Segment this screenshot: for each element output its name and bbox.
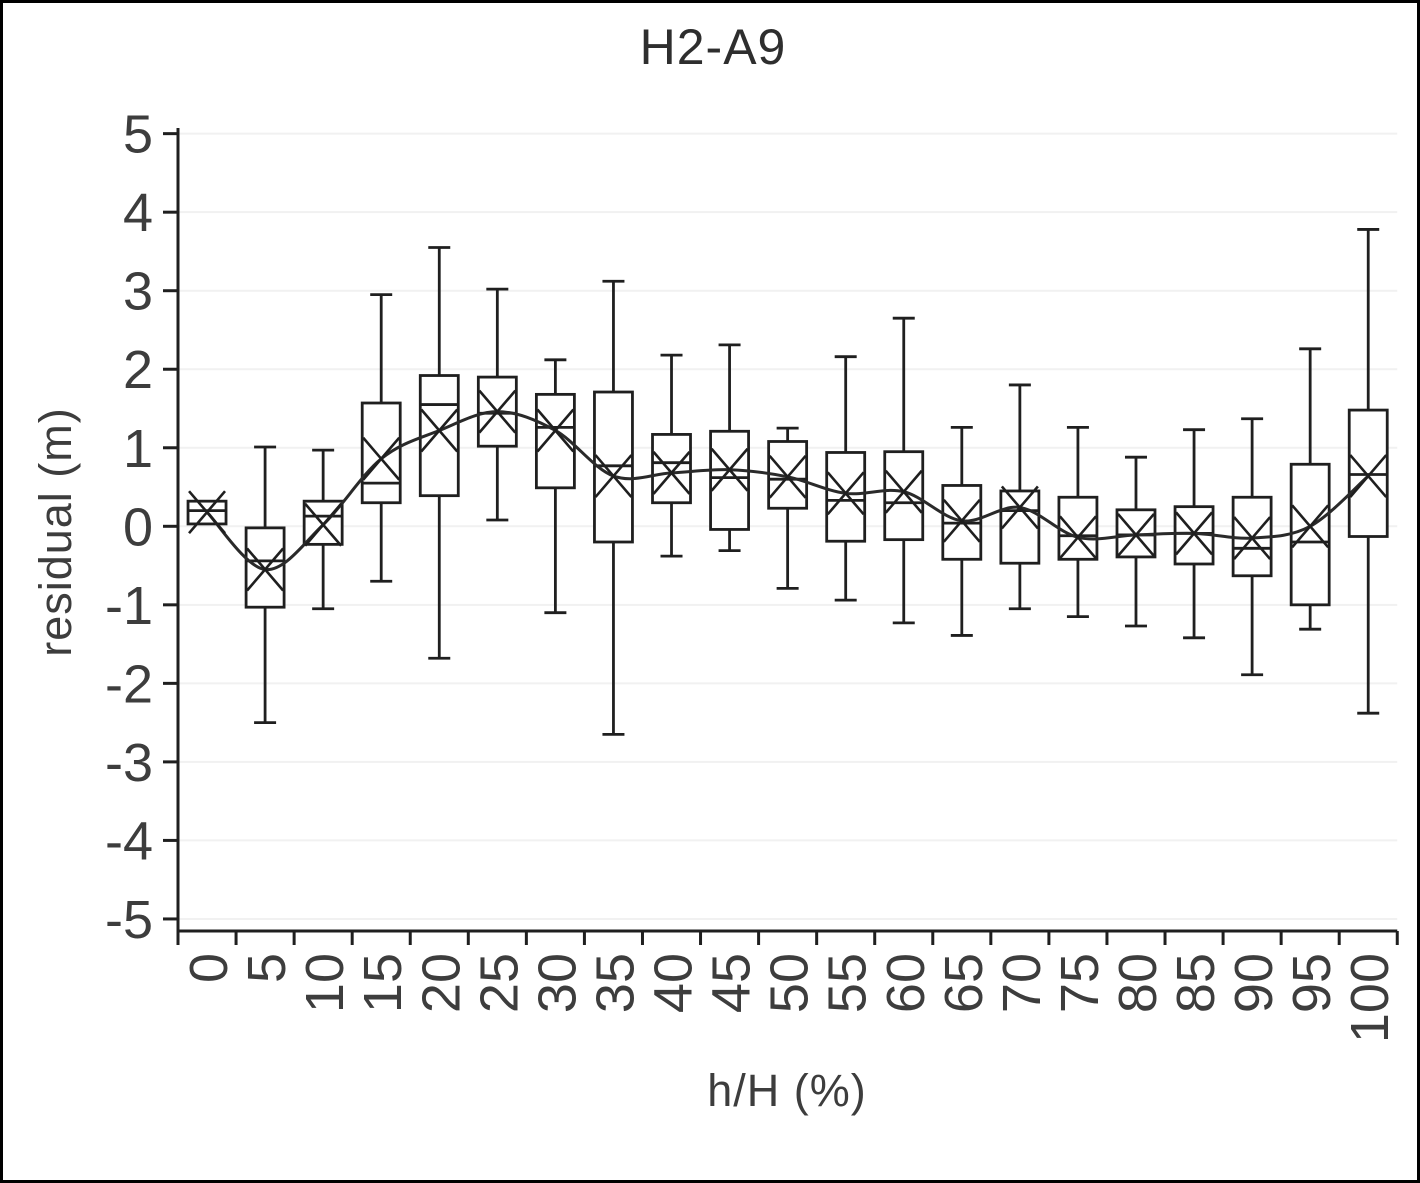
box-group-20 bbox=[418, 246, 460, 660]
x-tick-label: 80 bbox=[1108, 953, 1168, 1013]
x-tick-label: 20 bbox=[411, 953, 471, 1013]
x-tick-label: 45 bbox=[702, 953, 762, 1013]
mean-marker-15 bbox=[362, 436, 401, 481]
mean-marker-60 bbox=[884, 469, 923, 514]
box-group-70 bbox=[999, 383, 1041, 611]
x-tick-label: 85 bbox=[1166, 953, 1226, 1013]
y-tick-label: -3 bbox=[105, 733, 153, 793]
y-tick-label: 2 bbox=[123, 340, 153, 400]
box-group-15 bbox=[360, 293, 402, 583]
box-group-30 bbox=[534, 358, 576, 615]
mean-marker-45 bbox=[710, 447, 749, 492]
mean-marker-5 bbox=[246, 547, 285, 592]
mean-marker-70 bbox=[1000, 485, 1039, 530]
box bbox=[709, 429, 750, 531]
mean-marker-25 bbox=[478, 389, 517, 434]
axes bbox=[176, 128, 1398, 933]
mean-marker-30 bbox=[536, 408, 575, 453]
y-tick-label: -5 bbox=[105, 890, 153, 950]
box-group-40 bbox=[651, 353, 692, 558]
mean-marker-90 bbox=[1233, 516, 1272, 560]
y-tick-label: -4 bbox=[105, 811, 153, 871]
box-group-45 bbox=[709, 343, 750, 553]
x-tick-label: 95 bbox=[1282, 953, 1342, 1013]
x-tick-label: 15 bbox=[353, 953, 413, 1013]
box-group-5 bbox=[244, 445, 286, 725]
mean-marker-75 bbox=[1058, 515, 1097, 560]
x-tick-label: 60 bbox=[876, 953, 936, 1013]
x-tick-label: 70 bbox=[992, 953, 1052, 1013]
y-tick-label: 1 bbox=[123, 419, 153, 479]
mean-marker-50 bbox=[768, 454, 807, 499]
box-group-25 bbox=[476, 287, 518, 522]
box bbox=[825, 451, 867, 543]
mean-marker-85 bbox=[1175, 511, 1214, 556]
box-group-95 bbox=[1289, 347, 1331, 631]
x-tick-label: 5 bbox=[237, 953, 297, 983]
y-tick-label: -2 bbox=[105, 654, 153, 714]
x-tick-label: 25 bbox=[469, 953, 529, 1013]
chart-title: H2-A9 bbox=[639, 19, 787, 75]
x-axis-label: h/H (%) bbox=[707, 1065, 867, 1116]
box-group-50 bbox=[767, 426, 809, 590]
x-axis-ticks: 0510152025303540455055606570758085909510… bbox=[176, 931, 1400, 1043]
boxplot-plot-area: 543210-1-2-3-4-5051015202530354045505560… bbox=[105, 105, 1400, 1043]
box-group-35 bbox=[593, 279, 634, 736]
x-tick-label: 30 bbox=[527, 953, 587, 1013]
box bbox=[244, 526, 286, 609]
box-group-90 bbox=[1231, 417, 1273, 677]
mean-marker-0 bbox=[188, 490, 227, 535]
y-tick-label: 3 bbox=[123, 262, 153, 322]
box-group-60 bbox=[883, 316, 925, 625]
x-tick-label: 0 bbox=[179, 953, 239, 983]
box-group-75 bbox=[1057, 425, 1099, 619]
x-tick-label: 75 bbox=[1050, 953, 1110, 1013]
x-tick-label: 65 bbox=[934, 953, 994, 1013]
y-axis-ticks: 5 4 3 2 1 0 -1 -2 -3 -4 -5 bbox=[105, 105, 178, 950]
y-tick-label: -1 bbox=[105, 576, 153, 636]
mean-marker-80 bbox=[1117, 513, 1155, 557]
y-tick-label: 0 bbox=[123, 497, 153, 557]
x-tick-label: 10 bbox=[295, 953, 355, 1013]
box-group-80 bbox=[1115, 455, 1157, 628]
y-tick-label: 5 bbox=[123, 105, 153, 165]
x-tick-label: 40 bbox=[644, 953, 704, 1013]
x-tick-label: 100 bbox=[1340, 953, 1400, 1043]
y-tick-label: 4 bbox=[123, 183, 153, 243]
x-tick-label: 55 bbox=[818, 953, 878, 1013]
mean-marker-95 bbox=[1291, 504, 1330, 549]
mean-marker-10 bbox=[304, 502, 343, 547]
box bbox=[534, 392, 576, 490]
mean-marker-100 bbox=[1349, 454, 1388, 498]
box bbox=[999, 489, 1041, 565]
x-tick-label: 35 bbox=[585, 953, 645, 1013]
mean-marker-65 bbox=[942, 498, 981, 543]
box-group-100 bbox=[1347, 228, 1389, 715]
box-group-55 bbox=[825, 355, 867, 602]
box bbox=[651, 433, 692, 505]
box bbox=[1289, 462, 1331, 607]
box-group-10 bbox=[302, 448, 344, 611]
mean-marker-40 bbox=[652, 451, 691, 495]
box bbox=[1057, 495, 1099, 561]
mean-marker-35 bbox=[594, 454, 633, 498]
box bbox=[360, 401, 402, 505]
x-tick-label: 90 bbox=[1224, 953, 1284, 1013]
x-tick-label: 50 bbox=[760, 953, 820, 1013]
mean-marker-20 bbox=[420, 408, 459, 453]
mean-marker-55 bbox=[826, 471, 865, 516]
box bbox=[883, 450, 925, 542]
